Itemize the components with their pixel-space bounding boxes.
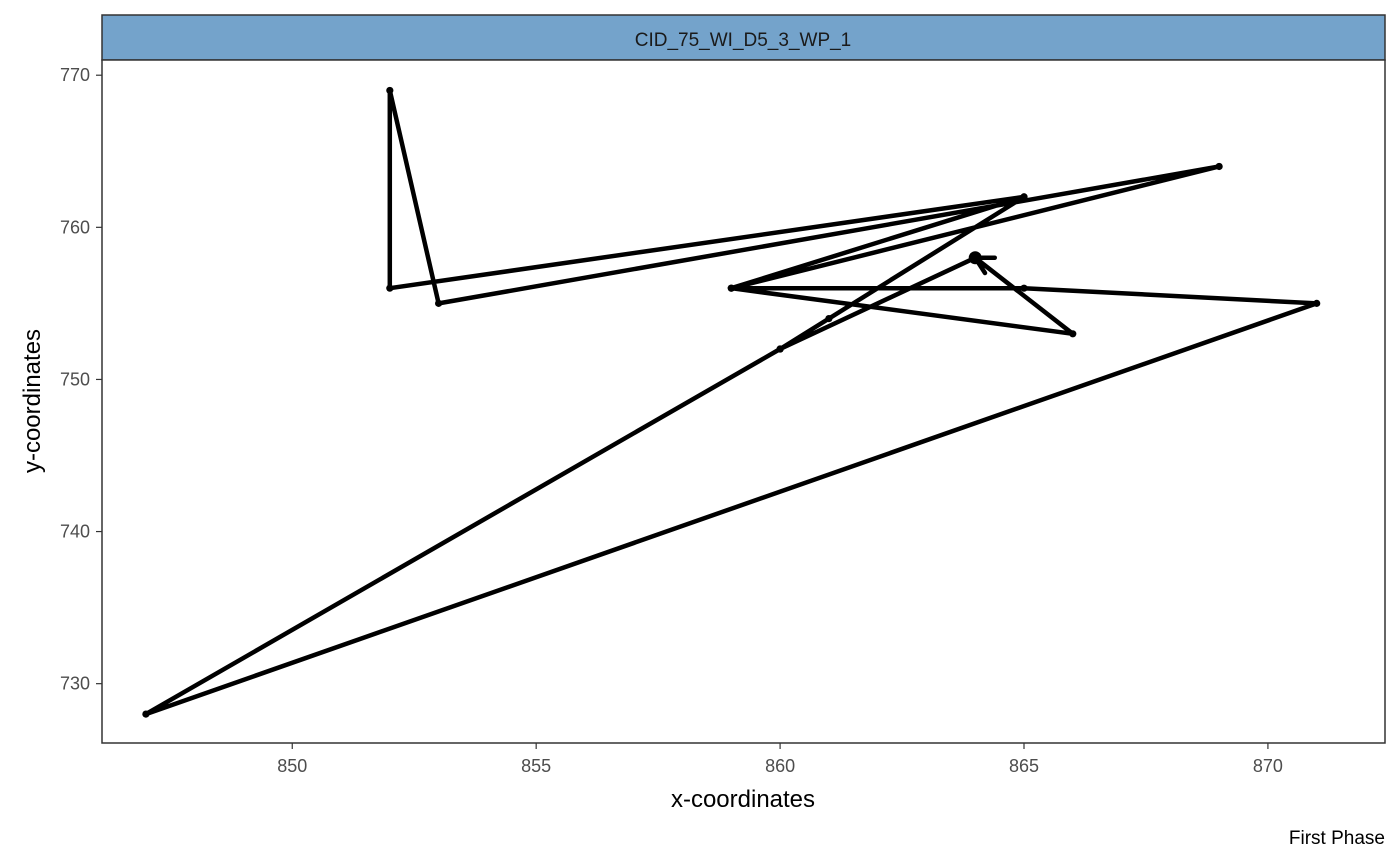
plot-panel [101, 59, 1386, 744]
start-point-marker [968, 251, 982, 265]
y-tick-label: 740 [60, 522, 90, 542]
trajectory-point [1215, 162, 1223, 171]
x-tick-label: 850 [277, 756, 307, 776]
y-axis-title: y-coordinates [19, 329, 46, 473]
x-tick-label: 860 [765, 756, 795, 776]
trajectory-point [142, 710, 150, 718]
trajectory-point [825, 314, 833, 323]
trajectory-line [143, 88, 1319, 717]
trajectory-point [776, 345, 784, 353]
y-tick-label: 750 [60, 369, 90, 389]
trajectory-point [1020, 284, 1028, 292]
y-tick-label: 770 [60, 65, 90, 85]
x-axis-title: x-coordinates [671, 786, 815, 813]
trajectory-point [386, 284, 394, 292]
trajectory-point [1069, 330, 1077, 338]
trajectory-point [1020, 193, 1028, 201]
trajectory-point [727, 284, 735, 292]
facet-title: CID_75_WI_D5_3_WP_1 [635, 30, 852, 51]
x-tick-label: 855 [521, 756, 551, 776]
y-tick-label: 760 [60, 217, 90, 237]
caption: First Phase [1289, 828, 1385, 849]
points-layer [142, 86, 1321, 718]
facet-strip [101, 14, 1386, 61]
trajectory-point [435, 299, 443, 307]
trajectory-point [1313, 299, 1321, 307]
axis-ticks: 850 855 860 865 870 730 740 750 760 770 [60, 65, 1283, 776]
x-tick-label: 865 [1009, 756, 1039, 776]
x-tick-label: 870 [1253, 756, 1283, 776]
trajectory-point [386, 86, 394, 95]
y-tick-label: 730 [60, 674, 90, 694]
